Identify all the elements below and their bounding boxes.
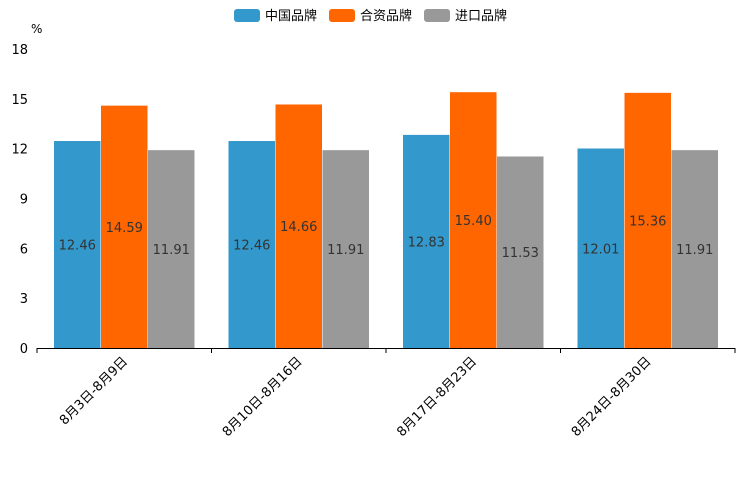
legend-label-0: 中国品牌	[265, 8, 317, 24]
data-label-进口品牌-0: 11.91	[153, 243, 190, 258]
data-label-合资品牌-0: 14.59	[106, 221, 143, 236]
bar-进口品牌-1[interactable]	[322, 150, 370, 348]
category-label-3: 8月24日-8月30日	[569, 354, 655, 440]
y-tick-label-3: 3	[20, 292, 28, 307]
bar-group-0: 12.46 14.59 11.91	[54, 105, 195, 348]
bar-合资品牌-0[interactable]	[101, 105, 148, 348]
legend-item-2[interactable]: 进口品牌	[424, 8, 507, 24]
data-label-合资品牌-2: 15.40	[455, 214, 492, 229]
bar-中国品牌-2[interactable]	[403, 134, 450, 348]
legend-item-1[interactable]: 合资品牌	[329, 8, 412, 24]
legend-swatch-2	[424, 9, 450, 22]
bar-group-3: 12.01 15.36 11.91	[577, 92, 719, 348]
bar-进口品牌-2[interactable]	[497, 156, 544, 348]
data-label-中国品牌-1: 12.46	[233, 239, 270, 254]
y-tick-label-6: 6	[20, 242, 28, 257]
category-label-1: 8月10日-8月16日	[220, 354, 306, 440]
bar-中国品牌-0[interactable]	[54, 141, 101, 348]
bar-合资品牌-1[interactable]	[275, 104, 323, 348]
bar-合资品牌-3[interactable]	[624, 92, 672, 348]
bar-group-2: 12.83 15.40 11.53	[403, 92, 544, 348]
legend-swatch-0	[234, 9, 260, 22]
y-tick-label-0: 0	[20, 342, 28, 357]
legend-label-1: 合资品牌	[360, 8, 412, 24]
bar-中国品牌-3[interactable]	[577, 148, 625, 348]
y-tick-label-18: 18	[11, 43, 28, 58]
bar-中国品牌-1[interactable]	[228, 141, 276, 348]
y-tick-label-15: 15	[11, 93, 28, 108]
legend-label-2: 进口品牌	[455, 8, 507, 24]
data-label-进口品牌-2: 11.53	[502, 246, 539, 261]
y-tick-label-12: 12	[11, 143, 28, 158]
category-label-2: 8月17日-8月23日	[394, 354, 480, 440]
data-label-中国品牌-2: 12.83	[408, 235, 445, 250]
bar-进口品牌-3[interactable]	[671, 150, 719, 348]
data-label-合资品牌-3: 15.36	[629, 214, 666, 229]
bars: 12.46 14.59 11.91 12.46 14.66 11.91 12.83 15.40…	[54, 92, 718, 348]
bar-group-1: 12.46 14.66 11.91	[228, 104, 370, 348]
legend-item-0[interactable]: 中国品牌	[234, 8, 317, 24]
x-axis: 8月3日-8月9日 8月10日-8月16日 8月17日-8月23日 8月24日-8月3…	[36, 348, 736, 440]
data-label-中国品牌-3: 12.01	[582, 242, 619, 257]
y-tick-label-9: 9	[20, 193, 28, 208]
data-label-进口品牌-1: 11.91	[327, 243, 364, 258]
legend-swatch-1	[329, 9, 355, 22]
bar-合资品牌-2[interactable]	[450, 92, 497, 348]
bar-进口品牌-0[interactable]	[148, 150, 195, 348]
y-axis: 0 3 6 9 12 15 18	[11, 43, 28, 357]
data-label-中国品牌-0: 12.46	[59, 239, 96, 254]
y-axis-unit-label: %	[31, 22, 42, 36]
category-label-0: 8月3日-8月9日	[57, 354, 131, 428]
data-label-进口品牌-3: 11.91	[676, 243, 713, 258]
data-label-合资品牌-1: 14.66	[280, 220, 317, 235]
legend: 中国品牌 合资品牌 进口品牌	[234, 8, 507, 24]
